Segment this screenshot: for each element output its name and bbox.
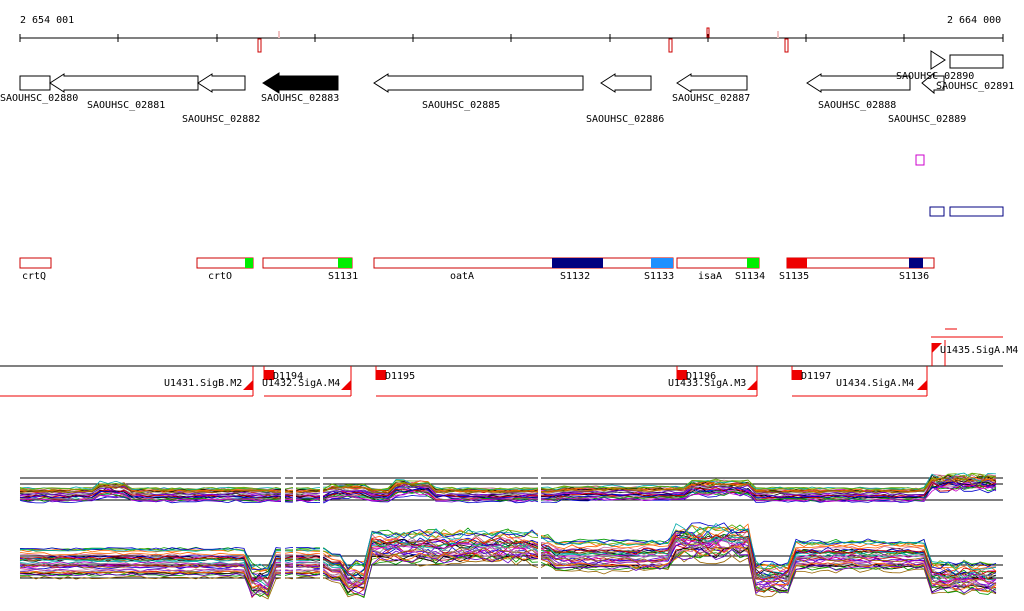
profile-trace (19, 484, 997, 502)
profile-trace (19, 529, 997, 581)
transcript-track: D1194 D1195 D1196 D1197 U1431.SigB.M2 U1… (0, 328, 1018, 397)
profile-trace (19, 524, 996, 573)
transcript-d1194[interactable] (264, 370, 274, 380)
gene-label: SAOUHSC_02881 (87, 100, 165, 111)
promoter-u1435[interactable] (932, 343, 942, 353)
gene-saouhsc-02889[interactable]: SAOUHSC_02889 (888, 71, 966, 125)
promoter-label: U1435.SigA.M4 (940, 345, 1018, 356)
gene-label: SAOUHSC_02883 (261, 93, 339, 104)
segment-s1133[interactable] (651, 258, 673, 268)
gene-saouhsc-02882[interactable]: SAOUHSC_02882 (182, 73, 260, 125)
expression-profiles (19, 470, 1003, 610)
promoter-label: U1432.SigA.M4 (262, 378, 340, 389)
gene-label: SAOUHSC_02887 (672, 93, 750, 104)
segment-s1136[interactable] (909, 258, 923, 268)
coordinate-ruler: 2 654 001 2 664 000 (19, 15, 1004, 53)
unit-box[interactable] (929, 206, 945, 217)
transcript-label: D1197 (801, 371, 831, 382)
profile-trace (19, 475, 997, 494)
profile-trace (19, 535, 997, 585)
magenta-feature-box[interactable] (915, 154, 925, 166)
gene-saouhsc-02887[interactable]: SAOUHSC_02887 (672, 73, 750, 104)
profile-trace (19, 473, 997, 491)
region-oata[interactable] (373, 257, 674, 269)
gene-saouhsc-02883[interactable]: SAOUHSC_02883 (261, 72, 339, 104)
promoter-u1433[interactable] (747, 380, 757, 390)
gene-label: SAOUHSC_02890 (896, 71, 974, 82)
gene-label: SAOUHSC_02886 (586, 114, 664, 125)
promoter-markers (243, 343, 942, 390)
unit-box[interactable] (949, 206, 1004, 217)
promoter-u1434[interactable] (917, 380, 927, 390)
segment-label: S1132 (560, 271, 590, 282)
profile-trace (19, 546, 997, 594)
profile-trace (19, 542, 997, 592)
gene-saouhsc-02886[interactable]: SAOUHSC_02886 (586, 73, 664, 125)
region-crto[interactable] (196, 257, 254, 269)
profile-trace (19, 484, 997, 503)
profile-trace (19, 522, 997, 571)
region-crtq[interactable] (19, 257, 52, 269)
profile-trace (19, 476, 997, 495)
transcript-label: D1196 (686, 371, 716, 382)
gene-label: SAOUHSC_02891 (936, 81, 1014, 92)
ruler-faint-markers (278, 31, 779, 38)
region-track: crtQ crtO oatA isaA S1131 S1132 S1133 S1… (19, 257, 935, 282)
promoter-label: U1434.SigA.M4 (836, 378, 914, 389)
promoter-label: U1431.SigB.M2 (164, 378, 242, 389)
segment-s1134[interactable] (747, 258, 759, 268)
profile-gaps (281, 470, 541, 610)
ruler-ticks (19, 34, 1004, 42)
gene-saouhsc-02890[interactable]: SAOUHSC_02890 (896, 50, 974, 82)
ruler-markers (257, 27, 789, 53)
gene-label: SAOUHSC_02885 (422, 100, 500, 111)
profile-trace (19, 538, 997, 590)
gene-label: SAOUHSC_02882 (182, 114, 260, 125)
segment-s1131[interactable] (338, 258, 352, 268)
region-label: isaA (698, 271, 722, 282)
profile-trace (19, 472, 997, 491)
ruler-end-label: 2 664 000 (947, 15, 1001, 26)
segment-label: S1131 (328, 271, 358, 282)
gene-saouhsc-02891[interactable]: SAOUHSC_02891 (936, 54, 1014, 92)
gene-saouhsc-02885[interactable]: SAOUHSC_02885 (373, 73, 584, 111)
promoter-u1431[interactable] (243, 380, 253, 390)
region-label: crtQ (22, 271, 46, 282)
transcript-d1196[interactable] (677, 370, 687, 380)
gene-track: SAOUHSC_02880 SAOUHSC_02881 SAOUHSC_0288… (0, 50, 1014, 125)
transcript-label: D1195 (385, 371, 415, 382)
segment-s1135[interactable] (787, 258, 807, 268)
profile-trace (19, 548, 997, 597)
segment-label: S1135 (779, 271, 809, 282)
segment-s1132[interactable] (552, 258, 603, 268)
segment-label: S1134 (735, 271, 765, 282)
region-isaa[interactable] (676, 257, 760, 269)
profile-lines-upper (19, 472, 997, 504)
profile-lines-lower (19, 522, 997, 600)
transcript-d1197[interactable] (792, 370, 802, 380)
segment-label: S1136 (899, 271, 929, 282)
profile-trace (19, 535, 997, 584)
gene-label: SAOUHSC_02888 (818, 100, 896, 111)
region-label: oatA (450, 271, 474, 282)
profile-trace (19, 481, 997, 499)
profile-trace (19, 472, 997, 491)
ruler-start-label: 2 654 001 (20, 15, 74, 26)
region-label: crtO (208, 271, 232, 282)
gene-label: SAOUHSC_02889 (888, 114, 966, 125)
transcript-d1195[interactable] (376, 370, 386, 380)
profile-trace (19, 526, 997, 576)
segment-crto-end (245, 258, 253, 268)
profile-trace (19, 545, 997, 595)
profile-trace (20, 522, 997, 570)
profile-trace (19, 531, 997, 582)
gene-label: SAOUHSC_02880 (0, 93, 78, 104)
feature-boxes (915, 154, 1004, 217)
promoter-label: U1433.SigA.M3 (668, 378, 746, 389)
segment-label: S1133 (644, 271, 674, 282)
gene-saouhsc-02888[interactable]: SAOUHSC_02888 (806, 73, 911, 111)
transcript-label: D1194 (273, 371, 303, 382)
promoter-u1432[interactable] (341, 380, 351, 390)
